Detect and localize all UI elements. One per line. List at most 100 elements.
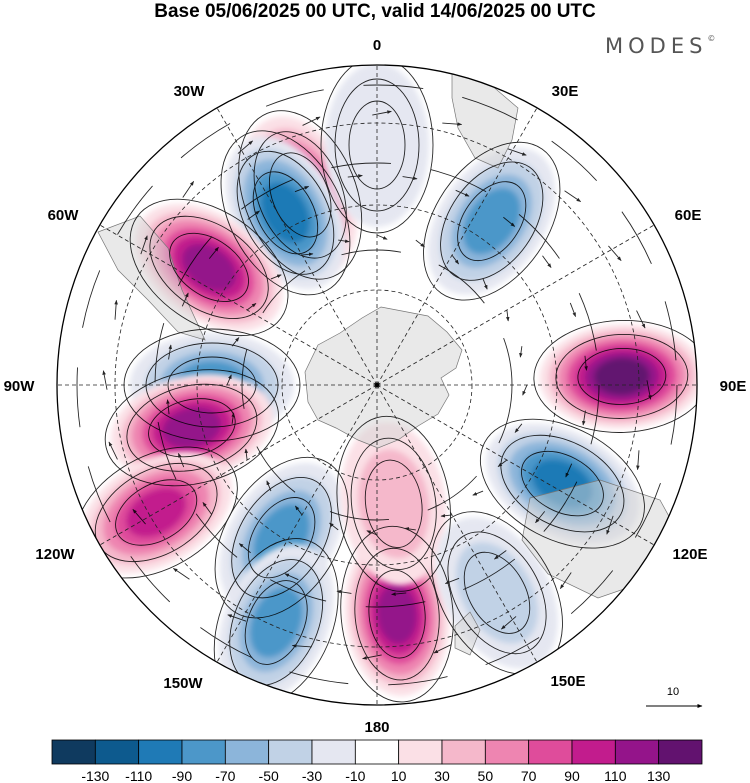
- streamline-loop: [364, 459, 423, 549]
- colorbar-label: 70: [521, 768, 537, 783]
- anomaly-center-13: [344, 532, 450, 696]
- colorbar-label: -90: [172, 768, 192, 783]
- wind-arrow: [244, 448, 249, 461]
- wind-arrow: [391, 592, 407, 596]
- meridian-line: [376, 384, 655, 546]
- colorbar-bin: [528, 739, 573, 765]
- wind-arrow: [535, 511, 546, 524]
- wind-arrow: [376, 234, 388, 240]
- wind-arrow: [415, 239, 425, 248]
- graticule: [57, 65, 697, 705]
- streamline-loop: [350, 437, 437, 570]
- colorbar-label: -30: [302, 768, 322, 783]
- wind-arrow: [347, 174, 363, 178]
- streamline-loop: [340, 525, 454, 703]
- wind-arrow: [503, 216, 516, 227]
- wind-arrow: [636, 450, 640, 471]
- colorbar-bin: [354, 739, 400, 765]
- wind-arrow: [284, 573, 299, 581]
- wind-arrow: [372, 110, 392, 116]
- wind-arrow: [646, 380, 652, 400]
- brand-logo: MODES©: [605, 34, 715, 58]
- streamline-loop: [244, 580, 308, 665]
- meridian-line: [216, 384, 378, 663]
- wind-arrow: [366, 530, 378, 536]
- anomaly-contour: [249, 587, 303, 658]
- wind-arrow: [482, 278, 488, 290]
- new-zealand-land: [454, 611, 481, 656]
- wind-arrow: [266, 480, 272, 492]
- wind-arrow: [542, 255, 552, 268]
- latitude-ring-middle: [196, 204, 558, 566]
- wind-streamlines: [74, 65, 697, 705]
- wind-arrow: [114, 299, 118, 320]
- longitude-labels: 0 30E 60E 90E 120E 150E 180 150W 120W 90…: [4, 37, 747, 736]
- wind-arrow: [404, 527, 416, 531]
- lon-label-120w: 120W: [35, 546, 75, 563]
- wind-arrow: [291, 644, 312, 648]
- lon-label-180: 180: [364, 719, 389, 736]
- wind-arrow: [168, 344, 173, 360]
- wind-arrow: [584, 355, 588, 371]
- lon-label-150e: 150E: [550, 673, 585, 690]
- streamline-loop: [236, 150, 335, 275]
- meridian-line: [376, 384, 538, 663]
- streamline-loop: [149, 215, 269, 320]
- wind-arrow: [294, 505, 303, 516]
- meridian-line: [376, 224, 655, 386]
- wind-arrow: [140, 235, 148, 255]
- colorbar-label: 30: [434, 768, 450, 783]
- lon-label-30e: 30E: [552, 83, 579, 100]
- colorbar-bin: [441, 739, 486, 765]
- meridian-line: [376, 107, 538, 386]
- colorbar: [51, 739, 703, 765]
- wind-arrow: [559, 572, 572, 589]
- wind-arrow: [507, 148, 527, 156]
- anomaly-center-3: [225, 136, 346, 290]
- colorbar-labels: -130 -110 -90 -70 -50 -30 -10 10 30 50 70 90 110 130: [81, 768, 670, 783]
- wind-arrow: [433, 644, 452, 654]
- wind-arrow: [231, 412, 235, 424]
- streamline-loop: [457, 181, 527, 262]
- colorbar-label: -50: [259, 768, 279, 783]
- streamline-loop: [231, 476, 332, 599]
- wind-arrow: [442, 122, 463, 126]
- vector-reference-value: 10: [667, 686, 679, 698]
- africa-land: [451, 71, 519, 169]
- wind-arrow: [336, 589, 352, 594]
- wind-arrow: [108, 441, 118, 460]
- colorbar-label: 90: [564, 768, 580, 783]
- anomaly-contour: [162, 407, 222, 449]
- wind-arrow: [302, 116, 321, 126]
- lon-label-60w: 60W: [48, 207, 80, 224]
- streamline-loop: [533, 319, 697, 433]
- wind-arrow: [455, 189, 470, 197]
- meridian-line: [99, 384, 378, 546]
- meridian-line: [99, 224, 378, 386]
- wind-arrow: [226, 374, 232, 386]
- wind-arrow: [238, 543, 251, 554]
- anomaly-contour: [462, 188, 521, 255]
- wind-arrow: [501, 616, 517, 630]
- colorbar-bin: [614, 739, 660, 765]
- streamline-loop: [252, 171, 319, 255]
- streamline-loop: [126, 383, 258, 472]
- wind-arrow: [338, 239, 350, 243]
- meridian-line: [216, 107, 378, 386]
- wind-arrow: [102, 370, 108, 390]
- wind-arrow: [636, 310, 646, 329]
- streamline-loop: [520, 450, 604, 517]
- streamline-loop: [320, 65, 434, 234]
- brand-mark: ©: [707, 34, 716, 43]
- wind-arrow: [231, 337, 240, 347]
- streamline-loop: [555, 333, 689, 419]
- anomaly-contour: [594, 358, 650, 395]
- streamline-loop: [423, 141, 561, 301]
- brand-name: MODES: [605, 34, 708, 58]
- streamline-loop: [148, 398, 236, 458]
- streamline-loop: [334, 78, 420, 212]
- wind-arrow: [208, 246, 219, 259]
- wind-arrow: [444, 577, 460, 584]
- wind-arrow: [178, 452, 185, 468]
